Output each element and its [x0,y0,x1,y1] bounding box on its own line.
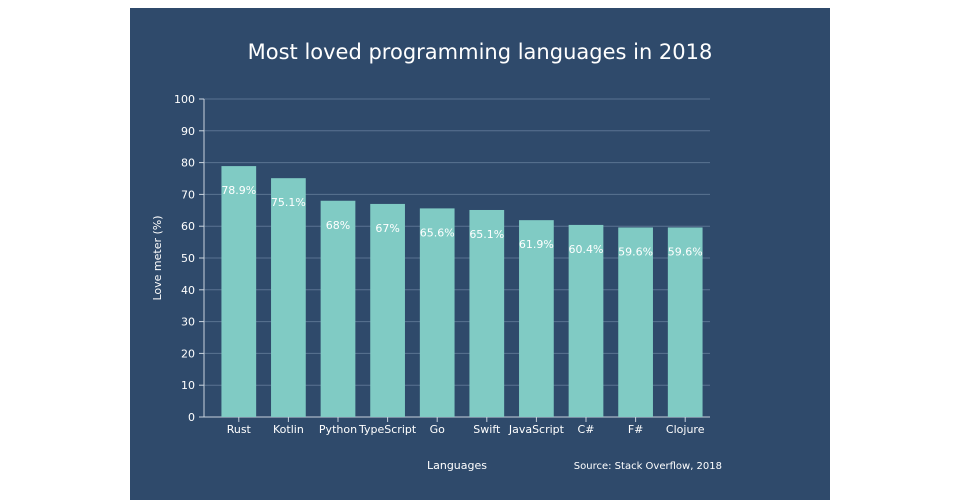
data-label: 60.4% [569,243,604,256]
bar [618,227,653,417]
x-tick-label: Swift [473,423,501,436]
bar [271,178,306,417]
x-tick-label: Go [430,423,446,436]
data-label: 59.6% [668,245,703,258]
chart-title: Most loved programming languages in 2018 [247,40,713,64]
bar-layer [221,166,703,417]
y-tick-label: 50 [181,252,195,265]
x-tick-label: Kotlin [273,423,304,436]
y-tick-label: 100 [174,93,195,106]
y-tick-label: 20 [181,347,195,360]
bar [568,224,604,417]
x-tick-label: C# [578,423,595,436]
data-label: 78.9% [221,184,256,197]
x-tick-label: F# [628,423,644,436]
y-tick-label: 10 [181,379,195,392]
y-tick-label: 40 [181,284,195,297]
y-tick-label: 70 [181,188,195,201]
y-axis-label: Love meter (%) [151,215,164,300]
x-tick-label: Python [319,423,357,436]
data-label: 65.1% [469,228,504,241]
label-layer: Rust 78.9% Kotlin 75.1% Python 68% TypeScript 6… [221,184,704,436]
data-label: 67% [375,222,399,235]
bar [519,220,554,417]
bar [667,227,703,417]
y-tick-label: 60 [181,220,195,233]
x-tick-label: TypeScript [358,423,417,436]
x-tick-label: Rust [227,423,252,436]
bar [469,209,505,417]
bar [370,203,405,417]
bar [320,200,356,417]
source-note: Source: Stack Overflow, 2018 [574,461,722,472]
data-label: 61.9% [519,238,554,251]
bar [221,166,257,417]
x-axis-label: Languages [427,459,487,472]
y-tick-label: 80 [181,157,195,170]
y-tick-label: 30 [181,316,195,329]
y-tick-label: 0 [188,411,195,424]
data-label: 68% [326,219,350,232]
data-label: 59.6% [618,245,653,258]
data-label: 65.6% [420,226,455,239]
data-label: 75.1% [271,196,306,209]
y-tick-label: 90 [181,125,195,138]
x-tick-label: Clojure [666,423,705,436]
bar [419,208,455,417]
x-tick-label: JavaScript [508,423,565,436]
